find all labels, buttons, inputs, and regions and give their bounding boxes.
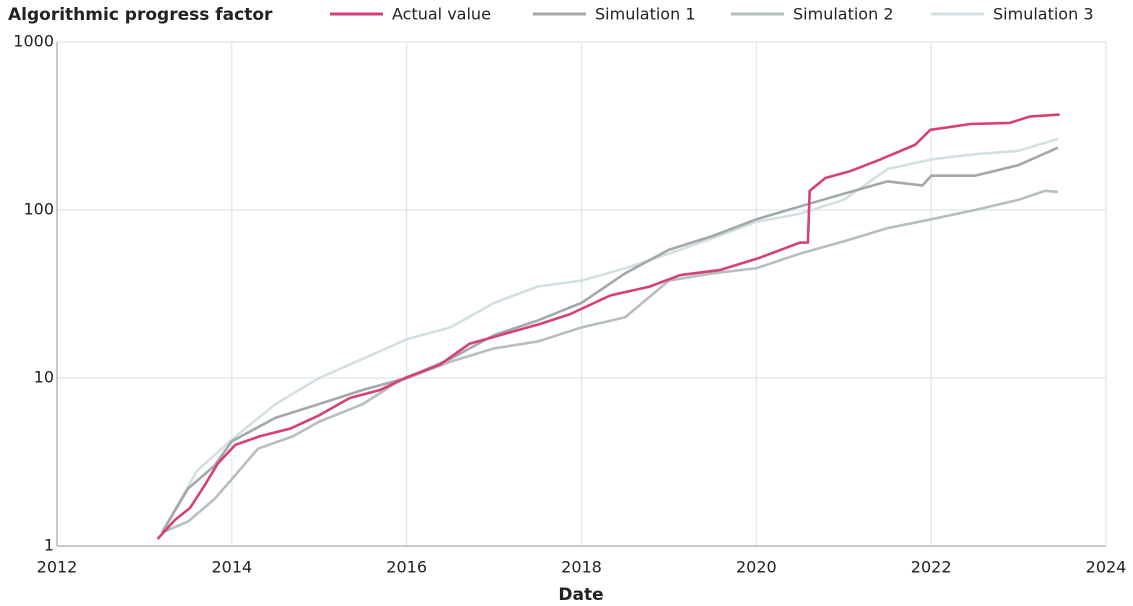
x-tick-label: 2020 [736, 558, 777, 577]
x-axis-label: Date [558, 585, 603, 605]
x-tick-label: 2014 [211, 558, 252, 577]
legend-label: Simulation 2 [793, 5, 894, 24]
series-line [160, 137, 1059, 534]
series-line [161, 189, 1059, 534]
series-line [160, 146, 1059, 534]
chart-title: Algorithmic progress factor [8, 5, 273, 25]
x-tick-label: 2024 [1086, 558, 1127, 577]
x-tick-label: 2012 [37, 558, 78, 577]
legend-label: Actual value [392, 5, 491, 24]
y-tick-label: 10 [34, 368, 54, 387]
y-tick-label: 1000 [13, 32, 54, 51]
x-tick-label: 2018 [561, 558, 602, 577]
legend-label: Simulation 3 [993, 5, 1094, 24]
legend-label: Simulation 1 [595, 5, 696, 24]
x-tick-label: 2022 [911, 558, 952, 577]
series-line [156, 113, 1060, 540]
x-tick-label: 2016 [386, 558, 427, 577]
y-tick-label: 100 [23, 200, 54, 219]
y-tick-label: 1 [44, 536, 54, 555]
